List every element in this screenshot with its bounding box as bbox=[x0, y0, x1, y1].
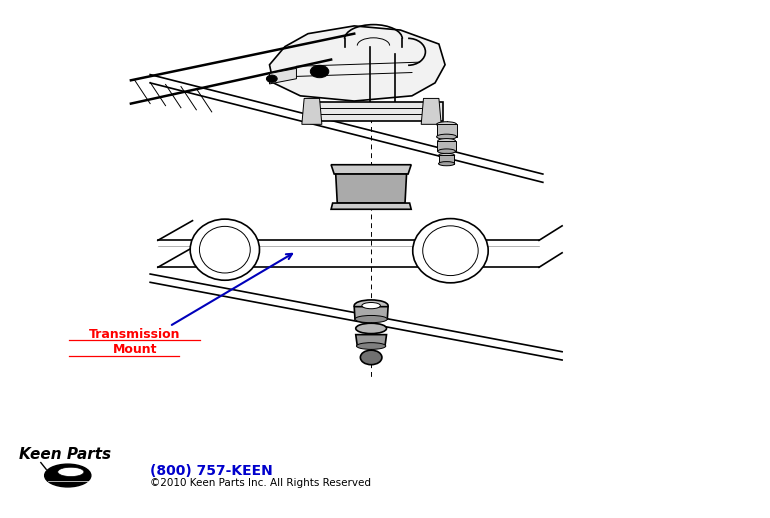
Ellipse shape bbox=[439, 162, 454, 166]
Polygon shape bbox=[302, 98, 322, 124]
Polygon shape bbox=[331, 203, 411, 209]
Ellipse shape bbox=[45, 464, 91, 487]
Text: Transmission: Transmission bbox=[89, 327, 180, 341]
Ellipse shape bbox=[362, 303, 380, 309]
Ellipse shape bbox=[437, 122, 457, 127]
Polygon shape bbox=[437, 124, 457, 137]
Ellipse shape bbox=[357, 343, 386, 350]
Polygon shape bbox=[439, 155, 454, 164]
Polygon shape bbox=[437, 141, 456, 151]
Circle shape bbox=[360, 350, 382, 365]
Polygon shape bbox=[356, 335, 387, 346]
Text: Mount: Mount bbox=[112, 343, 157, 356]
Polygon shape bbox=[421, 98, 441, 124]
Text: (800) 757-KEEN: (800) 757-KEEN bbox=[150, 464, 273, 479]
Ellipse shape bbox=[437, 134, 457, 139]
Ellipse shape bbox=[437, 149, 456, 154]
Text: ©2010 Keen Parts Inc. All Rights Reserved: ©2010 Keen Parts Inc. All Rights Reserve… bbox=[150, 478, 371, 488]
Ellipse shape bbox=[190, 219, 259, 280]
Polygon shape bbox=[336, 174, 407, 203]
Ellipse shape bbox=[58, 467, 84, 477]
Ellipse shape bbox=[354, 300, 388, 311]
Ellipse shape bbox=[413, 219, 488, 283]
Ellipse shape bbox=[439, 153, 454, 157]
Polygon shape bbox=[331, 165, 411, 174]
Circle shape bbox=[266, 75, 277, 82]
Text: Keen Parts: Keen Parts bbox=[19, 448, 112, 462]
Polygon shape bbox=[270, 68, 296, 84]
Ellipse shape bbox=[437, 138, 456, 143]
Polygon shape bbox=[354, 307, 388, 319]
Ellipse shape bbox=[355, 315, 387, 323]
Circle shape bbox=[310, 65, 329, 78]
Polygon shape bbox=[308, 102, 443, 121]
Polygon shape bbox=[270, 26, 445, 101]
Ellipse shape bbox=[356, 323, 387, 334]
